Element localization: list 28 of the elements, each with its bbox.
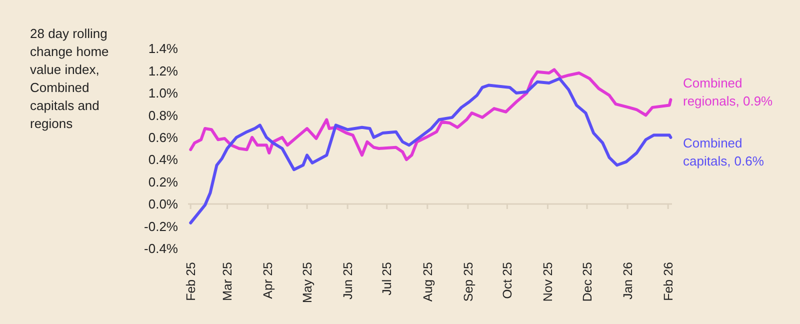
x-tick-label: Mar 25 xyxy=(220,262,235,301)
x-tick-label: Jul 25 xyxy=(380,262,394,296)
y-tick-label: -0.2% xyxy=(144,218,178,234)
series-label: Combined capitals, 0.6% xyxy=(683,135,764,168)
line-series xyxy=(189,68,672,162)
x-tick-label: Apr 25 xyxy=(261,262,276,299)
line-series xyxy=(189,77,672,224)
x-tick-label: May 25 xyxy=(300,262,314,303)
x-tick-label: Jun 25 xyxy=(340,262,355,300)
y-tick-label: 1.0% xyxy=(148,86,178,101)
y-tick-label: 1.4% xyxy=(148,41,178,56)
y-tick-label: 0.4% xyxy=(148,152,178,168)
series-label: Combined regionals, 0.9% xyxy=(683,76,774,109)
y-tick-label: 0.0% xyxy=(148,196,178,212)
x-tick-label: Aug 25 xyxy=(420,262,435,302)
y-tick-label: 0.2% xyxy=(148,174,178,190)
y-tick-label: 0.6% xyxy=(148,130,178,145)
text: 28 day rolling change home value index, Combined capitals and regions xyxy=(30,26,109,131)
y-tick-label: 1.2% xyxy=(148,63,178,78)
y-tick-label: -0.4% xyxy=(144,240,178,256)
x-tick-label: Nov 25 xyxy=(541,262,556,302)
x-tick-label: Sep 25 xyxy=(461,262,476,302)
x-tick-label: Feb 26 xyxy=(661,262,676,301)
x-tick-label: Jan 26 xyxy=(620,262,635,300)
x-tick-label: Dec 25 xyxy=(580,262,594,302)
x-tick-label: Feb 25 xyxy=(184,262,198,301)
x-tick-label: Oct 25 xyxy=(500,262,515,299)
y-tick-label: 0.8% xyxy=(148,108,178,123)
